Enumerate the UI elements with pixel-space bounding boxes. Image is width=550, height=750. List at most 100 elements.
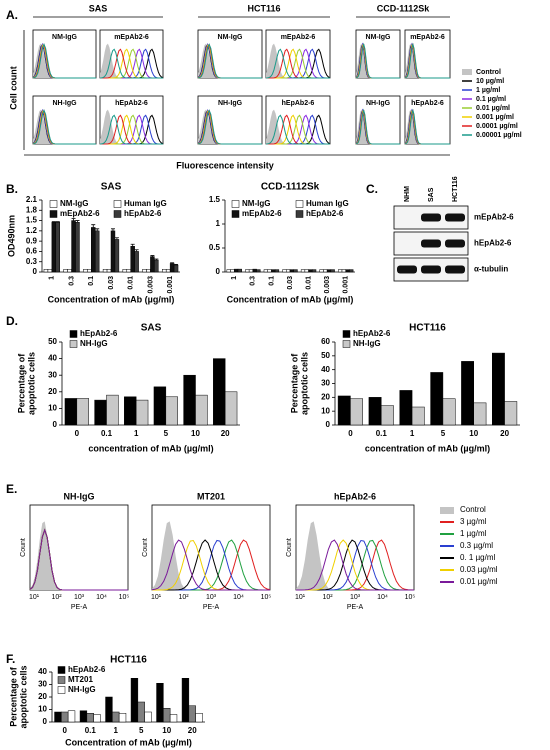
histogram-title: hEpAb2-6 (411, 100, 444, 107)
x-tick-label: 0.1 (376, 429, 388, 438)
bar (162, 269, 167, 273)
legend-swatch (231, 200, 240, 208)
panel-label: B. (6, 182, 18, 196)
bar (381, 405, 394, 426)
bar (91, 227, 96, 273)
legend-label: NH-IgG (80, 339, 108, 348)
y-tick-label: 60 (321, 337, 330, 346)
legend-label: Human IgG (306, 199, 349, 208)
chart-title: CCD-1112Sk (261, 182, 320, 193)
bar (368, 397, 382, 426)
legend-swatch (49, 200, 58, 208)
y-tick-label: 0 (216, 267, 221, 276)
y-axis-label: Percentage of (8, 666, 18, 727)
legend-label: Control (460, 505, 486, 514)
blot-band (445, 213, 465, 222)
axis-label: Fluorescence intensity (176, 160, 274, 170)
legend-swatch (295, 210, 304, 218)
x-tick-label: 0.003 (147, 276, 154, 294)
legend-swatch (57, 676, 66, 684)
error-bar (114, 237, 119, 240)
legend-label: mEpAb2-6 (60, 209, 100, 218)
legend-label: NH-IgG (68, 685, 96, 694)
histogram-curve (29, 528, 128, 591)
error-bar (134, 249, 139, 252)
bar (326, 269, 332, 273)
bar (76, 398, 89, 426)
bar (263, 269, 268, 273)
histogram-title: hEpAb2-6 (282, 100, 315, 107)
bar (282, 269, 287, 273)
x-tick-label: 1 (49, 276, 56, 280)
x-tick-label: 10⁵ (119, 594, 130, 601)
bar (165, 269, 171, 273)
histogram-title: NH-IgG (64, 491, 95, 501)
x-tick-label: 20 (221, 429, 230, 438)
x-tick-label: 0.3 (68, 276, 75, 286)
legend-label: Control (476, 69, 501, 76)
bar (271, 269, 276, 273)
bar (134, 251, 139, 273)
bar (234, 268, 239, 273)
bar (79, 710, 88, 723)
axis-label: PE-A (347, 604, 364, 611)
x-tick-label: 5 (441, 429, 446, 438)
bar (461, 361, 474, 426)
bar (248, 269, 254, 273)
x-tick-label: 1 (231, 276, 238, 280)
legend-swatch (342, 340, 351, 348)
bar (64, 398, 78, 426)
bar (114, 239, 120, 273)
bar (153, 386, 167, 426)
histogram-curve (33, 43, 96, 78)
error-bar (55, 221, 60, 223)
axis-label: Count (286, 538, 293, 557)
panel-label: A. (6, 8, 18, 22)
x-tick-label: 0.3 (250, 276, 257, 286)
y-tick-label: 0.5 (209, 243, 221, 252)
bar (126, 269, 131, 273)
legend-label: hEpAb2-6 (124, 209, 162, 218)
x-tick-label: 1 (134, 429, 139, 438)
x-tick-label: 5 (139, 726, 144, 735)
histogram-curve (33, 109, 96, 144)
x-tick-label: 20 (188, 726, 197, 735)
bar (71, 220, 76, 273)
x-tick-label: 1 (114, 726, 119, 735)
histogram-curve (198, 109, 262, 144)
bar (330, 269, 335, 273)
y-tick-label: 30 (321, 379, 330, 388)
legend-swatch (113, 210, 122, 218)
histogram-title: mEpAb2-6 (410, 34, 445, 41)
lane-label: NHM (404, 186, 411, 202)
bar (304, 269, 309, 273)
bar (213, 358, 226, 426)
histogram-curve (265, 114, 330, 145)
legend-swatch (69, 330, 78, 338)
bar (163, 708, 171, 723)
bar (473, 402, 487, 426)
row-label: hEpAb2-6 (474, 239, 512, 248)
y-tick-label: 1 (216, 219, 221, 228)
bar (83, 269, 88, 273)
x-tick-label: 10⁵ (405, 594, 416, 601)
chart-title: HCT116 (110, 655, 147, 666)
legend-label: 0.01 µg/ml (476, 105, 510, 112)
lane-label: SAS (428, 187, 435, 202)
legend-label: NM-IgG (242, 199, 270, 208)
chart-title: SAS (101, 182, 122, 193)
y-tick-label: 40 (48, 354, 57, 363)
bar (112, 711, 120, 723)
bar (256, 269, 261, 273)
bar (338, 269, 343, 273)
bar (102, 269, 108, 273)
lane-label: HCT116 (452, 176, 459, 202)
histogram-curve (265, 48, 330, 79)
y-tick-label: 10 (48, 404, 57, 413)
bar (230, 269, 235, 273)
legend-swatch (342, 330, 351, 338)
bar (430, 372, 444, 426)
bar (135, 399, 149, 426)
y-tick-label: 0 (326, 420, 331, 429)
